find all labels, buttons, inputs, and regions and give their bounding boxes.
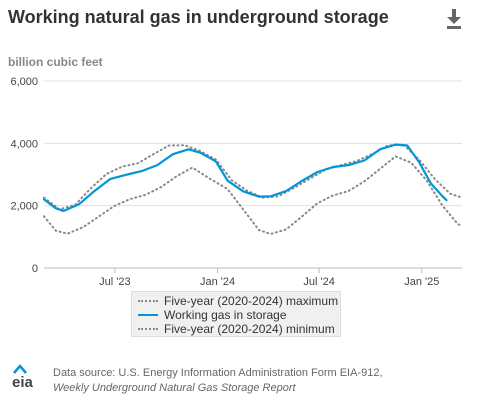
chart-title: Working natural gas in underground stora… (8, 7, 389, 27)
legend-swatch-minimum (138, 328, 158, 330)
y-tick-label: 0 (32, 263, 38, 275)
y-axis-ticks: 0 2,000 4,000 6,000 (10, 76, 38, 275)
series-line-five-year-minimum (43, 155, 463, 235)
y-tick-label: 4,000 (10, 138, 38, 150)
series-line-working-gas (42, 143, 448, 213)
y-tick-label: 6,000 (10, 76, 38, 88)
svg-text:eia: eia (12, 374, 34, 390)
y-tick-label: 2,000 (10, 201, 38, 213)
source-line: Data source: U.S. Energy Information Adm… (53, 367, 383, 379)
series-lines (42, 143, 463, 235)
gridlines (44, 80, 462, 269)
legend-swatch-maximum (138, 300, 158, 302)
chart-legend: Five-year (2020-2024) maximum Working ga… (131, 291, 341, 337)
series-line-five-year-maximum (43, 143, 463, 211)
source-report-name: Weekly Underground Natural Gas Storage R… (53, 382, 296, 394)
legend-item-storage[interactable]: Working gas in storage (138, 308, 334, 322)
legend-item-maximum[interactable]: Five-year (2020-2024) maximum (138, 294, 338, 308)
legend-label-minimum: Five-year (2020-2024) minimum (164, 322, 335, 336)
x-tick-label: Jul '23 (99, 276, 130, 288)
x-tick-label: Jan '24 (200, 276, 235, 288)
legend-label-storage: Working gas in storage (164, 308, 287, 322)
x-axis-ticks: Jul '23 Jan '24 Jul '24 Jan '25 (99, 268, 439, 288)
x-tick-label: Jul '24 (303, 276, 334, 288)
storage-line-chart: 0 2,000 4,000 6,000 Jul '23 Jan '24 Jul '24 Ja… (10, 76, 463, 288)
eia-logo-mark: eia (12, 364, 34, 391)
data-source-note: Data source: U.S. Energy Information Adm… (53, 366, 383, 396)
legend-item-minimum[interactable]: Five-year (2020-2024) minimum (138, 322, 335, 336)
legend-swatch-storage (138, 314, 158, 316)
x-tick-label: Jan '25 (404, 276, 439, 288)
download-icon-glyph (447, 9, 461, 29)
y-axis-unit-label: billion cubic feet (8, 55, 103, 69)
download-icon[interactable] (444, 8, 464, 30)
legend-label-maximum: Five-year (2020-2024) maximum (164, 294, 339, 308)
eia-logo: eia (10, 364, 46, 391)
